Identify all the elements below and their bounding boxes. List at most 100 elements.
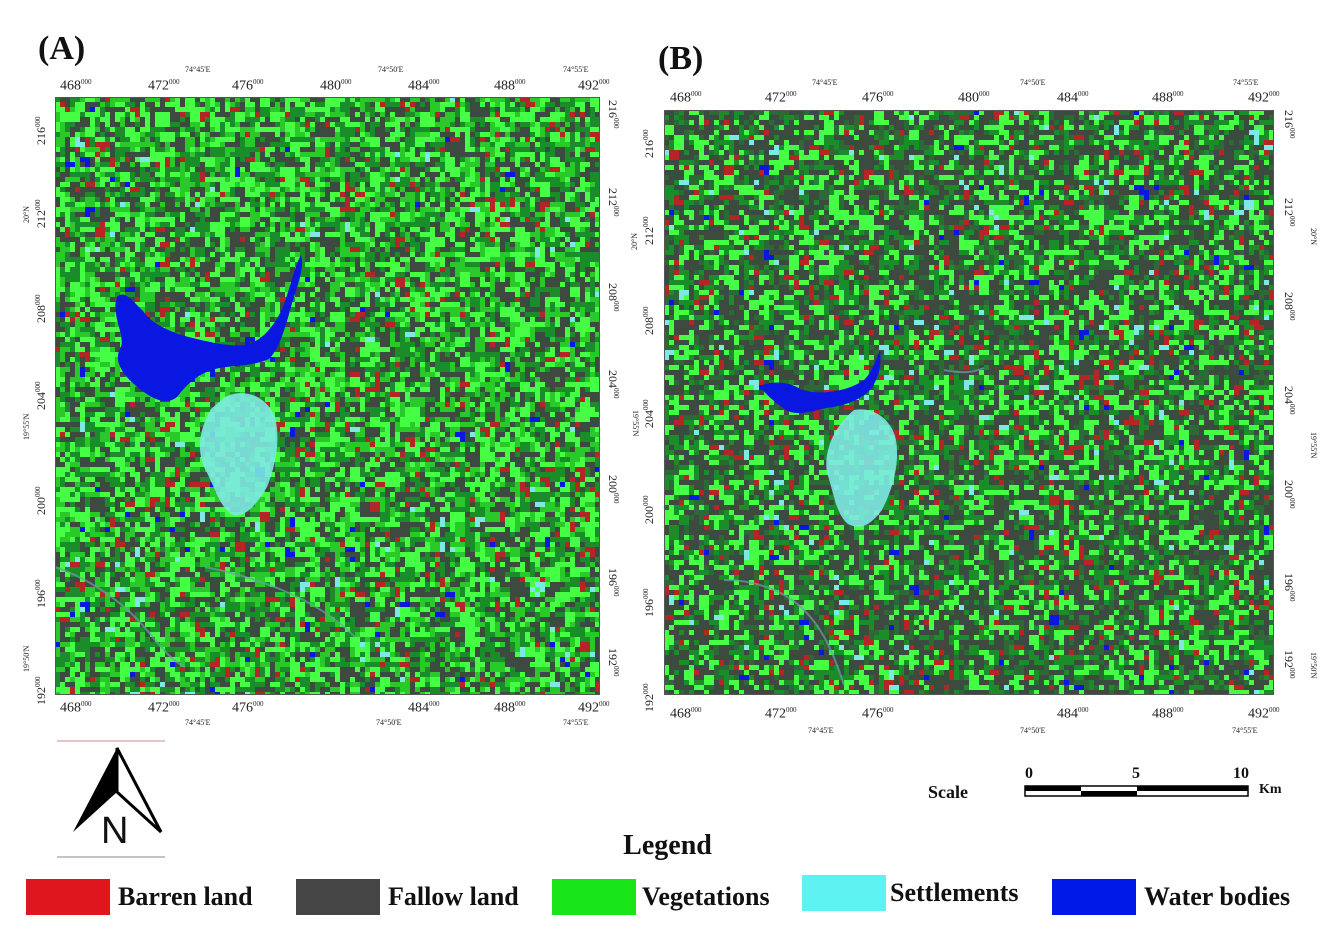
northing-left-b-5: 196000 xyxy=(642,588,656,618)
legend-swatch-fallow-land xyxy=(296,879,380,915)
legend-swatch-water-bodies xyxy=(1052,879,1136,915)
lat-left-a-2: 19°50'N xyxy=(22,645,31,672)
easting-bottom-a-3: 484000 xyxy=(408,700,440,716)
northing-left-a-5: 196000 xyxy=(34,579,48,609)
northing-right-a-0: 216000 xyxy=(606,100,620,129)
lon-bottom-a-0: 74°45'E xyxy=(185,718,211,727)
easting-bottom-a-2: 476000 xyxy=(232,700,264,716)
legend-label-water-bodies: Water bodies xyxy=(1144,882,1291,911)
easting-top-a-1: 472000 xyxy=(148,78,180,94)
legend-label-vegetations: Vegetations xyxy=(642,882,770,911)
scale-tick-5: 5 xyxy=(1132,765,1140,782)
scale-tick-0: 0 xyxy=(1025,765,1033,782)
easting-top-a-4: 484000 xyxy=(408,78,440,94)
easting-bottom-a-1: 472000 xyxy=(148,700,180,716)
scale-bar-graphic xyxy=(1024,785,1249,797)
scale-label: Scale xyxy=(928,782,968,802)
legend-swatch-settlements xyxy=(802,875,886,911)
northing-left-a-3: 204000 xyxy=(34,381,48,411)
northing-right-a-4: 200000 xyxy=(606,475,620,504)
northing-left-b-0: 216000 xyxy=(642,129,656,159)
northing-right-b-2: 208000 xyxy=(1282,292,1296,321)
easting-bottom-b-4: 488000 xyxy=(1152,706,1184,722)
lat-left-a-0: 20°N xyxy=(22,206,31,223)
northing-right-a-6: 192000 xyxy=(606,648,620,677)
lon-top-b-0: 74°45'E xyxy=(812,78,838,87)
lon-top-b-2: 74°55'E xyxy=(1233,78,1259,87)
northing-right-b-6: 192000 xyxy=(1282,650,1296,679)
easting-bottom-a-0: 468000 xyxy=(60,700,92,716)
legend-label-settlements: Settlements xyxy=(890,878,1019,907)
river xyxy=(723,367,985,686)
northing-right-a-1: 212000 xyxy=(606,188,620,217)
easting-top-a-2: 476000 xyxy=(232,78,264,94)
panel-label-b: (B) xyxy=(658,40,704,77)
northing-left-b-6: 192000 xyxy=(642,683,656,713)
river xyxy=(55,566,356,668)
easting-bottom-b-1: 472000 xyxy=(765,706,797,722)
northing-right-b-1: 212000 xyxy=(1282,198,1296,227)
northing-right-a-3: 204000 xyxy=(606,370,620,399)
northing-left-b-4: 200000 xyxy=(642,495,656,525)
easting-top-b-5: 488000 xyxy=(1152,90,1184,106)
settlement-area xyxy=(826,409,898,527)
legend-label-barren-land: Barren land xyxy=(118,882,253,911)
land-cover-texture xyxy=(55,97,600,695)
map-frame xyxy=(664,110,1274,695)
land-cover-map-a xyxy=(55,97,600,695)
lon-top-b-1: 74°50'E xyxy=(1020,78,1046,87)
lon-top-a-1: 74°50'E xyxy=(378,65,404,74)
northing-right-a-2: 208000 xyxy=(606,283,620,312)
easting-top-b-2: 476000 xyxy=(862,90,894,106)
lon-bottom-b-1: 74°50'E xyxy=(1020,726,1046,735)
easting-bottom-b-3: 484000 xyxy=(1057,706,1089,722)
easting-top-a-5: 488000 xyxy=(494,78,526,94)
lat-right-b-1: 19°55'N xyxy=(1309,432,1318,459)
scale-unit: Km xyxy=(1259,782,1282,797)
easting-top-b-4: 484000 xyxy=(1057,90,1089,106)
lat-right-b-0: 20°N xyxy=(1309,228,1318,245)
easting-bottom-a-5: 492000 xyxy=(578,700,610,716)
panel-label-a: (A) xyxy=(38,30,86,67)
lat-left-b-0: 20°N xyxy=(630,233,639,250)
easting-bottom-b-2: 476000 xyxy=(862,706,894,722)
easting-top-a-3: 480000 xyxy=(320,78,352,94)
north-arrow-icon xyxy=(57,740,165,858)
legend-swatch-vegetations xyxy=(552,879,636,915)
northing-right-a-5: 196000 xyxy=(606,568,620,597)
lon-bottom-a-1: 74°50'E xyxy=(376,718,402,727)
northing-left-a-4: 200000 xyxy=(34,486,48,516)
northing-left-a-2: 208000 xyxy=(34,294,48,324)
easting-top-b-0: 468000 xyxy=(670,90,702,106)
easting-top-b-1: 472000 xyxy=(765,90,797,106)
legend-title: Legend xyxy=(623,830,712,861)
easting-top-b-3: 480000 xyxy=(958,90,990,106)
northing-right-b-3: 204000 xyxy=(1282,386,1296,415)
legend-swatch-barren-land xyxy=(26,879,110,915)
easting-bottom-a-4: 488000 xyxy=(494,700,526,716)
easting-top-a-6: 492000 xyxy=(578,78,610,94)
lon-top-a-2: 74°55'E xyxy=(563,65,589,74)
northing-left-a-0: 216000 xyxy=(34,116,48,146)
lon-bottom-b-2: 74°55'E xyxy=(1232,726,1258,735)
lat-left-a-1: 19°55'N xyxy=(22,413,31,440)
easting-top-b-6: 492000 xyxy=(1248,90,1280,106)
land-cover-map-b xyxy=(664,110,1274,695)
north-arrow: N xyxy=(55,740,170,860)
north-letter: N xyxy=(101,810,129,852)
lat-right-b-2: 19°50'N xyxy=(1309,652,1318,679)
northing-right-b-4: 200000 xyxy=(1282,480,1296,509)
northing-left-b-3: 204000 xyxy=(642,399,656,429)
lat-right-a-0: 19°55'N xyxy=(631,410,640,437)
easting-bottom-b-0: 468000 xyxy=(670,706,702,722)
lon-top-a-0: 74°45'E xyxy=(185,65,211,74)
map-frame xyxy=(55,97,600,695)
scale-tick-10: 10 xyxy=(1233,765,1249,782)
northing-left-a-1: 212000 xyxy=(34,199,48,229)
lon-bottom-a-2: 74°55'E xyxy=(563,718,589,727)
lon-bottom-b-0: 74°45'E xyxy=(808,726,834,735)
northing-right-b-5: 196000 xyxy=(1282,573,1296,602)
reservoir xyxy=(760,350,881,414)
northing-left-b-1: 212000 xyxy=(642,216,656,246)
northing-left-a-6: 192000 xyxy=(34,676,48,706)
